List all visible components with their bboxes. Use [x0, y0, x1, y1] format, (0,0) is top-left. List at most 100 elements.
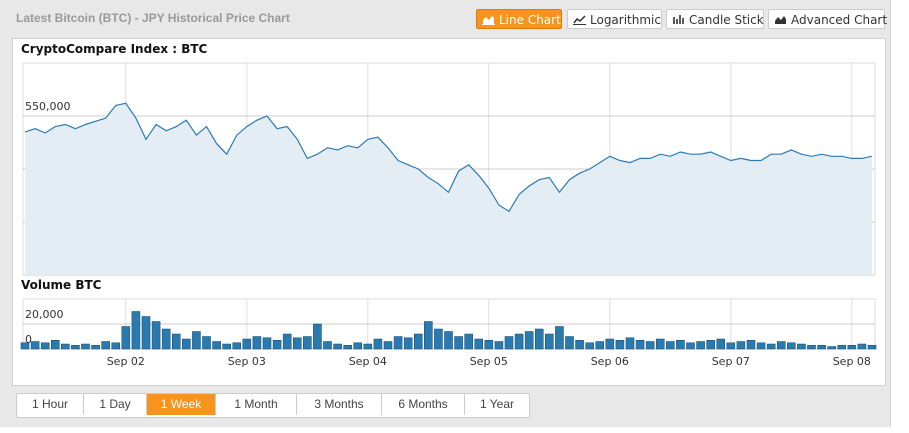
bar — [444, 331, 453, 350]
bar — [413, 333, 423, 350]
bar — [706, 340, 715, 350]
bar — [716, 338, 726, 350]
bar — [30, 341, 40, 350]
bar — [252, 336, 262, 350]
button-label: Line Chart — [499, 13, 561, 27]
bar — [61, 343, 70, 350]
bar — [182, 338, 191, 350]
bar — [565, 336, 574, 350]
bar — [686, 342, 695, 350]
bar — [192, 331, 201, 350]
bar — [797, 343, 806, 350]
range-button[interactable]: 1 Day — [84, 394, 147, 415]
x-tick-label: Sep 08 — [833, 355, 871, 368]
x-tick-label: Sep 03 — [228, 355, 266, 368]
bar — [383, 341, 393, 350]
advanced-chart-button[interactable]: Advanced Chart — [768, 9, 888, 29]
bar — [524, 331, 534, 350]
bar — [151, 321, 161, 350]
bar — [434, 328, 443, 350]
bar — [555, 326, 564, 350]
chart-container: CryptoCompare Index : BTC400,000450,0005… — [12, 38, 886, 386]
candle-stick-button[interactable]: Candle Stick — [666, 9, 764, 29]
bar — [635, 340, 645, 350]
range-button[interactable]: 3 Months — [297, 394, 382, 415]
bar — [282, 333, 292, 350]
y-tick-label: 20,000 — [25, 308, 64, 321]
logarithmic-button[interactable]: Logarithmic — [567, 9, 662, 29]
chart-title: Volume BTC — [21, 278, 102, 292]
bar — [867, 345, 877, 350]
range-button[interactable]: 6 Months — [382, 394, 465, 415]
bar — [202, 336, 211, 350]
bar — [212, 341, 221, 350]
bar — [313, 323, 322, 350]
bar — [323, 341, 332, 350]
bar — [393, 336, 403, 350]
bar — [787, 342, 796, 350]
icon — [673, 15, 684, 24]
bar — [847, 345, 857, 350]
button-label: Advanced Chart — [791, 13, 888, 27]
bar — [726, 342, 736, 350]
bar — [121, 326, 131, 350]
button-label: Candle Stick — [689, 13, 764, 27]
x-tick-label: Sep 05 — [470, 355, 508, 368]
bar — [736, 341, 746, 350]
bar — [373, 338, 383, 350]
x-tick-label: Sep 02 — [107, 355, 145, 368]
bar — [232, 342, 242, 350]
bar — [161, 328, 171, 350]
x-tick-label: Sep 04 — [349, 355, 387, 368]
bar — [353, 342, 363, 350]
y-tick-label: 550,000 — [25, 100, 71, 113]
x-tick-label: Sep 07 — [712, 355, 750, 368]
bar — [91, 345, 100, 350]
bar — [454, 336, 463, 350]
page-title: Latest Bitcoin (BTC) - JPY Historical Pr… — [16, 11, 290, 25]
bar — [655, 338, 665, 350]
bar — [827, 346, 836, 350]
range-button[interactable]: 1 Year — [479, 397, 515, 411]
bar — [807, 345, 816, 350]
bar — [756, 342, 766, 350]
range-button[interactable]: 1 Hour — [17, 394, 84, 415]
bar — [363, 343, 373, 350]
button-label: Logarithmic — [590, 13, 661, 27]
bar — [645, 341, 655, 350]
bar — [817, 345, 826, 350]
y-tick-label: 0 — [25, 333, 32, 346]
range-button[interactable]: 1 Month — [216, 394, 297, 415]
bar — [292, 337, 302, 350]
bar — [595, 341, 605, 350]
icon — [775, 16, 786, 24]
bar — [333, 343, 342, 350]
bar — [494, 341, 504, 350]
range-button[interactable]: 1 Week — [147, 394, 216, 415]
line-chart-button[interactable]: Line Chart — [476, 9, 562, 29]
bar — [141, 316, 151, 350]
bar — [776, 341, 786, 350]
bar — [242, 338, 252, 350]
bar — [514, 333, 524, 350]
bar — [171, 333, 181, 350]
bar — [746, 340, 756, 350]
bar — [696, 341, 705, 350]
chart-title: CryptoCompare Index : BTC — [21, 42, 208, 56]
bar — [111, 342, 121, 350]
bar — [303, 336, 312, 350]
bar — [484, 340, 494, 350]
bar — [837, 345, 847, 350]
bar — [40, 342, 50, 350]
bar — [424, 321, 433, 350]
bar — [272, 340, 282, 350]
bar — [20, 342, 30, 350]
bar — [81, 343, 90, 350]
bar — [615, 340, 625, 350]
bar — [474, 338, 484, 350]
bar — [625, 337, 635, 350]
bar — [857, 343, 867, 350]
bar — [262, 337, 272, 350]
bar — [131, 311, 141, 350]
